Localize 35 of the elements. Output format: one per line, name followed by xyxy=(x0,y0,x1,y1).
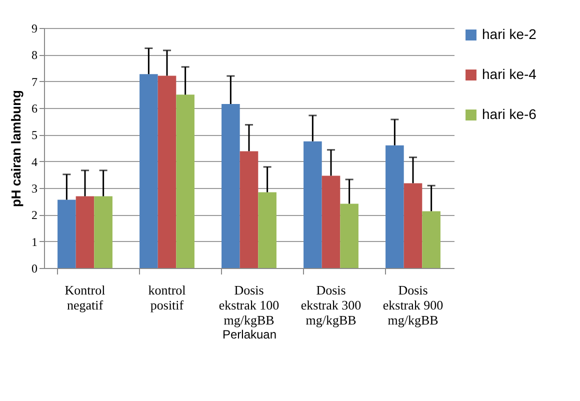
bar xyxy=(222,104,240,268)
bar xyxy=(304,141,322,268)
bar xyxy=(176,94,194,268)
y-tick-label: 7 xyxy=(32,74,38,89)
y-tick-label: 0 xyxy=(32,262,38,276)
bar xyxy=(140,74,158,268)
legend-label: hari ke-6 xyxy=(482,106,537,122)
y-tick-label: 2 xyxy=(32,208,38,222)
y-tick-label: 8 xyxy=(32,48,38,62)
y-tick-label: 6 xyxy=(32,102,38,116)
x-tick-label: Dosis ekstrak 900 mg/kgBB xyxy=(382,282,444,328)
x-tick-label: Kontrol negatif xyxy=(64,282,106,312)
y-tick-label: 4 xyxy=(32,154,38,169)
x-tick-label: kontrol positif xyxy=(148,282,186,312)
bar xyxy=(322,176,340,268)
bar xyxy=(94,196,112,268)
y-tick-label: 3 xyxy=(32,182,38,196)
bar xyxy=(386,145,404,268)
bar xyxy=(158,76,176,268)
bar xyxy=(240,151,258,268)
y-tick-label: 5 xyxy=(32,128,38,142)
x-axis-title: Perlakuan xyxy=(222,328,277,342)
bar xyxy=(340,204,358,268)
y-tick-label: 9 xyxy=(32,22,38,36)
y-tick-label: 1 xyxy=(32,234,38,249)
legend-label: hari ke-2 xyxy=(482,26,537,42)
bar xyxy=(258,192,276,268)
bar xyxy=(404,183,422,268)
legend-label: hari ke-4 xyxy=(482,66,537,82)
x-tick-label: Dosis ekstrak 300 mg/kgBB xyxy=(300,282,362,328)
x-tick-label: Dosis ekstrak 100 mg/kgBB xyxy=(218,282,280,328)
bar xyxy=(422,211,440,268)
bar xyxy=(58,200,76,268)
bar xyxy=(76,196,94,268)
y-axis-title: pH cairan lambung xyxy=(8,90,24,208)
